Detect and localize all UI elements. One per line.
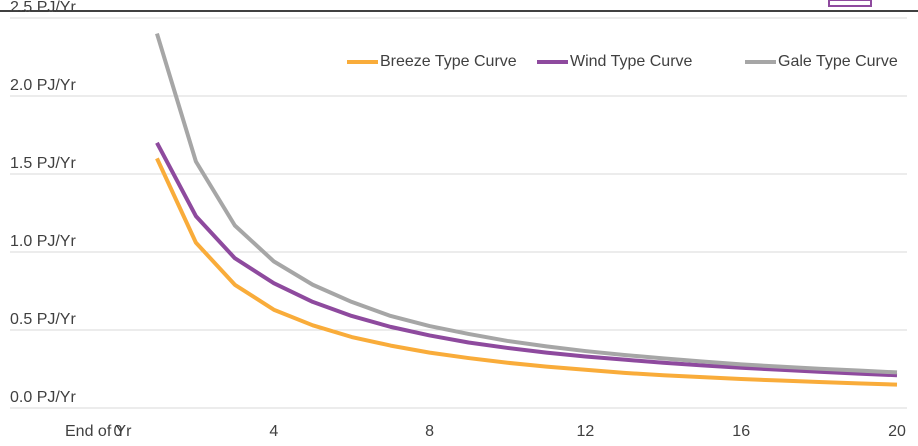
- x-tick-label: 4: [269, 423, 278, 440]
- x-tick-label: 20: [888, 423, 906, 440]
- y-tick-label: 2.5 PJ/Yr: [10, 0, 76, 16]
- x-tick-label: 0: [114, 423, 123, 440]
- x-axis-label: End of Yr: [65, 423, 132, 440]
- y-tick-label: 2.0 PJ/Yr: [10, 77, 76, 94]
- y-tick-label: 0.5 PJ/Yr: [10, 311, 76, 328]
- line-series: [155, 141, 898, 378]
- y-tick-label: 1.0 PJ/Yr: [10, 233, 76, 250]
- legend-label: Wind Type Curve: [570, 53, 693, 70]
- y-tick-label: 0.0 PJ/Yr: [10, 389, 76, 406]
- legend-label: Breeze Type Curve: [380, 53, 517, 70]
- y-tick-label: 1.5 PJ/Yr: [10, 155, 76, 172]
- x-tick-label: 8: [425, 423, 434, 440]
- line-series: [155, 33, 898, 375]
- x-tick-label: 12: [577, 423, 595, 440]
- line-series: [155, 157, 898, 387]
- corner-icon: [828, 0, 872, 7]
- legend-label: Gale Type Curve: [778, 53, 898, 70]
- x-tick-label: 16: [732, 423, 750, 440]
